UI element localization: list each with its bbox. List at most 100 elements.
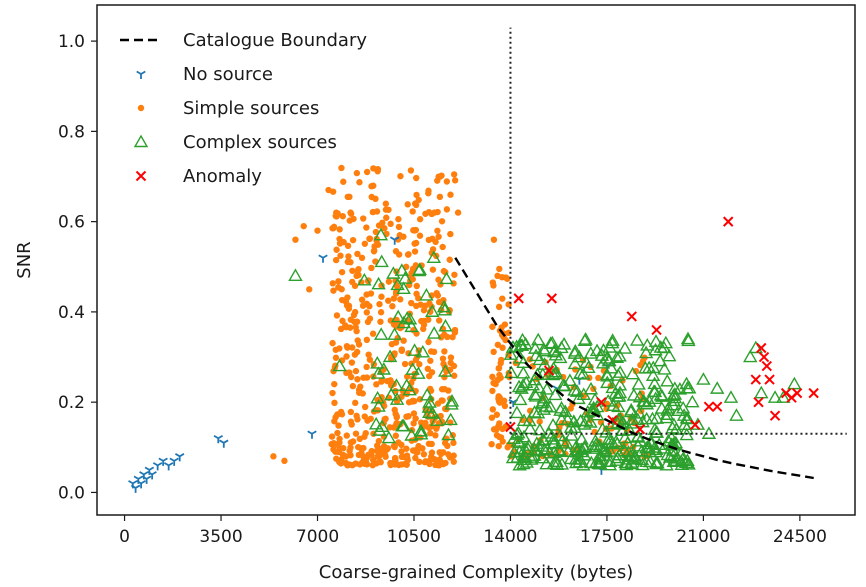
y-tick-label: 0.0: [58, 483, 85, 503]
simple-point: [439, 243, 446, 251]
simple-point: [427, 357, 434, 364]
x-tick-label: 24500: [773, 527, 827, 547]
complex-point: [429, 413, 445, 426]
simple-point: [331, 380, 338, 388]
simple-point: [366, 235, 373, 242]
complex-point: [539, 456, 554, 470]
simple-point: [489, 279, 497, 286]
simple-point: [347, 418, 355, 425]
complex-point: [610, 368, 626, 381]
complex-point: [389, 392, 405, 405]
simple-point: [435, 233, 442, 240]
complex-point: [665, 420, 680, 434]
simple-point: [416, 361, 423, 368]
complex-point: [681, 456, 696, 470]
complex-point: [357, 272, 372, 286]
complex-point: [585, 439, 600, 453]
complex-point: [646, 384, 662, 397]
complex-point: [578, 332, 593, 345]
complex-point: [537, 343, 552, 357]
complex-point: [396, 281, 411, 295]
simple-point: [333, 246, 340, 253]
simple-point: [445, 387, 452, 394]
legend-item-anomaly: Anomaly: [135, 166, 262, 187]
simple-point: [501, 402, 509, 410]
legend-item-simple: Simple sources: [137, 98, 319, 119]
x-tick-label: 21000: [676, 527, 730, 547]
simple-point: [367, 290, 375, 297]
no-source-point: [141, 475, 152, 484]
complex-point: [389, 378, 404, 391]
simple-point: [395, 251, 403, 258]
simple-point: [352, 460, 359, 467]
legend-item-complex: Complex sources: [133, 132, 337, 153]
simple-point: [343, 432, 350, 439]
complex-point: [776, 390, 791, 403]
simple-point: [489, 373, 496, 381]
simple-point: [498, 273, 506, 281]
y-axis-label: SNR: [14, 241, 35, 278]
complex-point: [426, 326, 442, 339]
complex-point: [646, 360, 661, 374]
simple-point: [377, 309, 385, 316]
complex-point: [515, 332, 530, 346]
simple-point: [352, 399, 359, 407]
complex-point: [381, 430, 397, 444]
simple-point: [400, 337, 407, 344]
simple-point: [391, 443, 398, 451]
simple-point: [536, 418, 543, 425]
simple-point: [348, 344, 356, 351]
simple-point: [447, 191, 454, 198]
simple-point: [451, 271, 458, 278]
simple-point: [373, 447, 381, 455]
complex-point: [530, 332, 546, 346]
simple-point: [413, 290, 420, 298]
complex-point: [748, 340, 763, 354]
complex-point: [425, 304, 440, 317]
simple-point: [351, 282, 359, 290]
simple-point: [349, 382, 357, 390]
simple-point: [357, 383, 364, 390]
complex-point: [645, 411, 660, 425]
simple-point: [403, 445, 410, 452]
complex-point: [629, 333, 645, 346]
complex-point: [673, 446, 689, 460]
complex-point: [413, 423, 429, 437]
simple-point: [353, 169, 361, 177]
no-source-point: [169, 457, 179, 466]
anomaly-point: [711, 401, 723, 412]
complex-point: [436, 299, 452, 313]
complex-point: [623, 404, 639, 418]
complex-point: [571, 349, 587, 363]
complex-point: [639, 411, 654, 425]
complex-point: [518, 450, 533, 463]
simple-point: [372, 228, 380, 236]
simple-point: [404, 251, 412, 258]
complex-point: [558, 404, 573, 418]
complex-point: [641, 440, 657, 453]
complex-point: [546, 456, 562, 469]
no-source-point: [130, 484, 141, 493]
complex-point: [604, 360, 619, 374]
complex-point: [567, 356, 583, 370]
complex-point: [612, 447, 627, 461]
complex-point: [386, 266, 401, 279]
simple-point: [362, 429, 369, 437]
complex-point: [569, 384, 585, 397]
complex-point: [596, 343, 611, 356]
anomaly-point: [750, 374, 761, 385]
simple-point: [501, 321, 509, 328]
simple-point: [343, 369, 350, 377]
complex-point: [531, 380, 547, 394]
simple-point: [447, 230, 454, 238]
simple-point: [292, 236, 299, 243]
simple-point: [363, 168, 371, 176]
simple-point: [438, 218, 446, 225]
simple-point: [495, 365, 502, 372]
simple-point: [398, 453, 406, 461]
legend-swatch: [133, 134, 149, 148]
simple-point: [430, 348, 438, 356]
complex-point: [666, 393, 681, 407]
no-source-point: [213, 434, 224, 444]
x-tick-label: 3500: [199, 527, 242, 547]
